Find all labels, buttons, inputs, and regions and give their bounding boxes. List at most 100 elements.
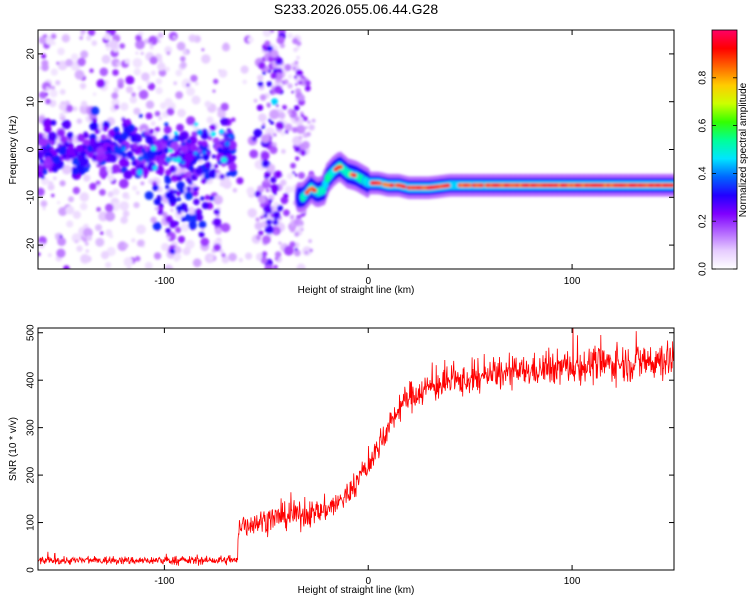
streak-cell — [274, 230, 278, 235]
streak-cell — [270, 176, 277, 184]
band-cell — [201, 153, 210, 161]
noise-cell — [129, 96, 137, 104]
noise-cell — [150, 70, 156, 76]
band-cell — [170, 197, 177, 204]
noise-cell — [119, 43, 126, 49]
band-cell — [124, 118, 131, 125]
noise-cell — [257, 74, 264, 82]
noise-cell — [298, 80, 303, 85]
band-peak — [196, 129, 203, 136]
spectral-peak — [271, 98, 278, 106]
band-cell — [146, 149, 157, 160]
noise-cell — [245, 252, 253, 260]
band-cell — [209, 124, 217, 131]
noise-cell — [178, 167, 186, 175]
band-cell — [201, 177, 207, 184]
noise-cell — [238, 257, 243, 263]
band-peak — [137, 155, 144, 162]
streak-cell — [300, 228, 304, 232]
noise-cell — [136, 224, 146, 235]
noise-cell — [107, 191, 114, 198]
band-cell — [125, 127, 132, 135]
streak-cell — [272, 219, 279, 226]
noise-cell — [38, 187, 45, 197]
streak-cell — [258, 61, 266, 70]
noise-cell — [56, 61, 60, 65]
band-cell — [169, 220, 177, 229]
noise-cell — [80, 50, 89, 59]
noise-cell — [95, 237, 105, 247]
band-cell — [123, 170, 133, 180]
noise-cell — [74, 240, 78, 244]
colorbar-tick-label: 0.6 — [698, 118, 709, 132]
y-tick-label: 100 — [26, 514, 37, 531]
y-tick-label: 500 — [26, 324, 37, 341]
band-cell — [59, 135, 68, 144]
noise-cell — [218, 69, 228, 78]
band-cell — [132, 143, 139, 150]
noise-cell — [280, 196, 289, 205]
band-cell — [83, 132, 89, 139]
band-cell — [217, 147, 223, 153]
noise-cell — [113, 87, 120, 93]
noise-cell — [188, 206, 195, 213]
streak-cell — [263, 213, 268, 219]
noise-cell — [57, 47, 65, 56]
noise-cell — [242, 79, 247, 85]
streak-cell — [290, 222, 295, 227]
noise-cell — [106, 166, 113, 173]
streak-cell — [294, 116, 300, 122]
noise-cell — [284, 185, 293, 194]
noise-cell — [258, 230, 264, 236]
band-cell — [163, 134, 170, 142]
noise-cell — [145, 112, 153, 120]
noise-cell — [247, 208, 257, 218]
noise-cell — [217, 109, 227, 119]
streak-cell — [298, 143, 306, 150]
noise-cell — [105, 211, 116, 222]
band-cell — [165, 191, 174, 200]
noise-cell — [198, 159, 203, 164]
noise-cell — [149, 42, 153, 46]
noise-cell — [219, 248, 224, 254]
noise-cell — [228, 252, 237, 262]
streak-cell — [304, 250, 309, 255]
streak-cell — [306, 131, 311, 137]
ridge-peak — [312, 188, 317, 193]
streak-cell — [270, 49, 279, 58]
noise-cell — [146, 80, 151, 85]
streak-cell — [276, 36, 285, 45]
band-cell — [212, 137, 220, 145]
noise-cell — [172, 35, 176, 39]
band-peak — [210, 131, 216, 137]
band-cell — [231, 117, 236, 122]
streak-cell — [270, 30, 275, 33]
band-cell — [121, 117, 126, 122]
band-cell — [75, 144, 84, 153]
band-cell — [42, 118, 52, 128]
band-peak — [181, 161, 185, 165]
noise-cell — [182, 49, 189, 56]
band-cell — [192, 186, 198, 192]
band-cell — [40, 175, 45, 180]
noise-cell — [258, 113, 267, 122]
noise-cell — [275, 104, 279, 108]
band-cell — [221, 162, 226, 167]
noise-cell — [111, 92, 119, 100]
band-peak — [136, 169, 144, 176]
y-tick-label: 10 — [26, 96, 37, 108]
noise-cell — [154, 207, 159, 211]
band-cell — [176, 181, 186, 191]
band-cell — [52, 155, 61, 164]
noise-cell — [138, 89, 149, 100]
band-cell — [173, 189, 178, 194]
x-tick-label: 0 — [365, 276, 371, 287]
streak-cell — [293, 218, 300, 225]
noise-cell — [157, 62, 166, 71]
streak-cell — [266, 102, 271, 108]
noise-cell — [123, 243, 129, 248]
band-cell — [201, 140, 208, 147]
band-peak — [202, 150, 207, 155]
band-cell — [204, 161, 212, 169]
noise-cell — [287, 83, 293, 89]
